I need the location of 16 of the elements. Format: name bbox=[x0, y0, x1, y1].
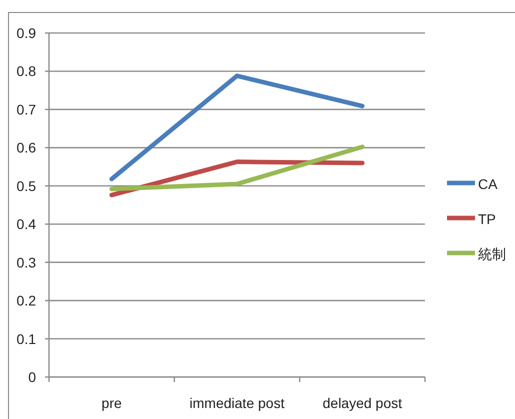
y-tick-label: 0.7 bbox=[16, 101, 36, 118]
y-tick-label: 0.8 bbox=[16, 63, 36, 80]
x-tick-label: delayed post bbox=[322, 395, 402, 411]
y-tick-label: 0.4 bbox=[16, 216, 36, 232]
legend-label: 統制 bbox=[478, 246, 506, 262]
y-tick-label: 0.2 bbox=[16, 292, 36, 309]
x-tick-label: pre bbox=[102, 395, 122, 411]
y-tick-label: 0.6 bbox=[16, 140, 36, 156]
legend-label: TP bbox=[478, 211, 496, 227]
y-tick-label: 0.1 bbox=[16, 330, 36, 347]
y-tick-label: 0.3 bbox=[16, 254, 36, 270]
x-tick-label: immediate post bbox=[190, 395, 285, 411]
y-tick-label: 0.9 bbox=[16, 25, 36, 41]
y-tick-label: 0.5 bbox=[16, 178, 36, 194]
y-tick-label: 0 bbox=[28, 369, 36, 385]
legend-label: CA bbox=[478, 176, 498, 192]
